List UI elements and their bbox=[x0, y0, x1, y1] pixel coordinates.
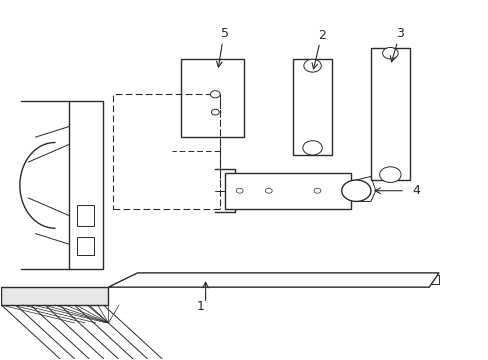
Circle shape bbox=[265, 188, 272, 193]
Text: 1: 1 bbox=[196, 300, 204, 314]
Circle shape bbox=[313, 188, 320, 193]
Text: 5: 5 bbox=[221, 27, 228, 40]
Polygon shape bbox=[108, 273, 438, 287]
Polygon shape bbox=[69, 102, 103, 269]
Bar bbox=[113, 94, 220, 208]
Circle shape bbox=[211, 109, 219, 115]
Polygon shape bbox=[370, 48, 409, 180]
Polygon shape bbox=[1, 287, 108, 305]
Text: 4: 4 bbox=[411, 184, 419, 197]
Polygon shape bbox=[224, 173, 351, 208]
Circle shape bbox=[382, 48, 397, 59]
Circle shape bbox=[341, 180, 370, 202]
Circle shape bbox=[210, 91, 220, 98]
Circle shape bbox=[303, 59, 321, 72]
Circle shape bbox=[236, 188, 243, 193]
Bar bbox=[77, 237, 94, 255]
Text: 3: 3 bbox=[395, 27, 403, 40]
Text: 2: 2 bbox=[318, 29, 325, 42]
Polygon shape bbox=[181, 59, 244, 137]
Circle shape bbox=[379, 167, 400, 183]
Circle shape bbox=[302, 141, 322, 155]
Polygon shape bbox=[292, 59, 331, 155]
Bar bbox=[77, 205, 94, 226]
